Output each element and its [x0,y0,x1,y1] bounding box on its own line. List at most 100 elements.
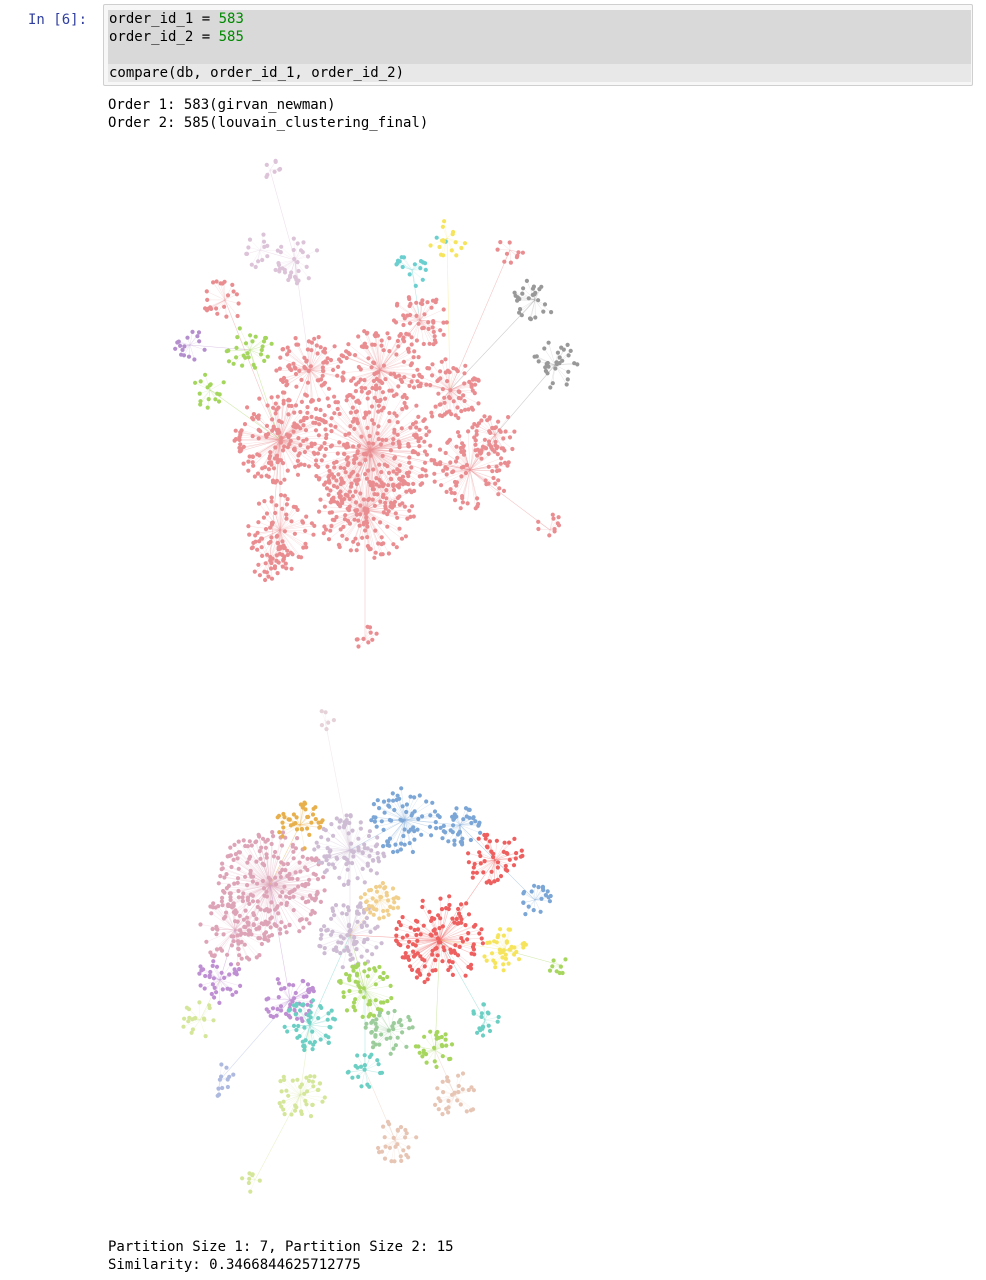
graph-node [301,418,306,423]
graph-node [356,542,361,547]
graph-node [400,935,405,940]
graph-node [306,464,312,469]
graph-node [427,909,432,914]
graph-node [436,940,442,945]
graph-node [326,537,332,542]
code-line-1[interactable]: order_id_1 = 583 [108,10,971,28]
graph-node [503,863,508,869]
graph-node [469,820,474,826]
graph-node [441,320,446,325]
graph-node [555,350,560,355]
graph-node [420,898,425,903]
graph-node [322,346,328,351]
graph-node [376,403,381,408]
graph-louvain-svg [181,709,568,1194]
graph-node [237,967,242,972]
graph-node [375,492,380,497]
code-line-blank[interactable] [108,46,971,64]
graph-node [503,956,508,961]
graph-node [398,1017,403,1023]
graph-node [424,452,429,457]
graph-node [524,278,529,283]
graph-node [231,934,236,939]
graph-node [361,910,367,915]
graph-node [373,1021,378,1026]
graph-node [471,865,476,870]
graph-node [498,927,503,932]
graph-node [447,959,452,964]
graph-node [498,240,503,245]
graph-node [319,723,324,728]
graph-node [278,480,283,485]
graph-node [401,335,406,340]
graph-node [291,504,296,509]
graph-node [331,367,336,373]
graph-node [500,949,505,955]
graph-node [488,881,493,886]
graph-node [465,501,470,506]
graph-node [381,915,386,920]
graph-node [186,1019,191,1024]
graph-node [314,343,319,348]
graph-node [259,536,265,541]
graph-node [276,813,282,818]
graph-node [365,1082,370,1087]
graph-node [374,482,379,487]
graph-node [399,255,404,260]
graph-node [492,939,497,944]
graph-node [312,847,317,852]
graph-node [440,238,445,243]
graph-node [412,837,417,842]
graph-node [261,239,267,244]
graph-node [389,388,394,393]
graph-node [415,367,420,372]
graph-node [378,520,383,525]
graph-node [471,1088,476,1093]
graph-node [286,412,291,417]
code-input-area[interactable]: order_id_1 = 583 order_id_2 = 585 compar… [103,4,973,86]
graph-node [319,458,324,463]
graph-node [295,877,300,882]
graph-node [340,500,345,506]
graph-node [388,1035,393,1040]
graph-node [348,928,353,933]
graph-node [299,377,304,382]
graph-node [360,866,365,871]
graph-node [314,856,319,861]
graph-node [456,415,461,421]
graph-node [350,494,355,499]
graph-node [436,1035,441,1040]
graph-node [292,446,297,451]
graph-node [291,908,296,913]
graph-node [210,982,215,987]
graph-node [291,849,296,854]
graph-node [329,822,334,827]
graph-node [489,869,494,874]
graph-node [418,266,423,271]
graph-node [414,300,419,305]
graph-node [226,348,231,353]
graph-node [354,382,359,387]
graph-node [521,286,526,291]
graph-node [263,930,269,935]
code-line-2[interactable]: order_id_2 = 585 [108,28,971,46]
graph-node [339,497,344,502]
graph-node [244,251,250,256]
graph-node [246,468,251,473]
graph-node [492,425,497,431]
graph-node [387,817,392,823]
graph-node [512,290,517,295]
graph-node [575,362,580,367]
graph-node [502,448,507,453]
graph-node [484,958,489,963]
graph-node [352,935,357,940]
graph-node [313,428,319,433]
graph-node [250,545,255,550]
graph-node [282,1024,287,1029]
graph-node [251,874,256,879]
graph-node [346,342,351,347]
graph-node [455,405,460,410]
graph-node [406,295,411,300]
code-line-3[interactable]: compare(db, order_id_1, order_id_2) [108,64,971,82]
graph-node [351,1000,357,1005]
